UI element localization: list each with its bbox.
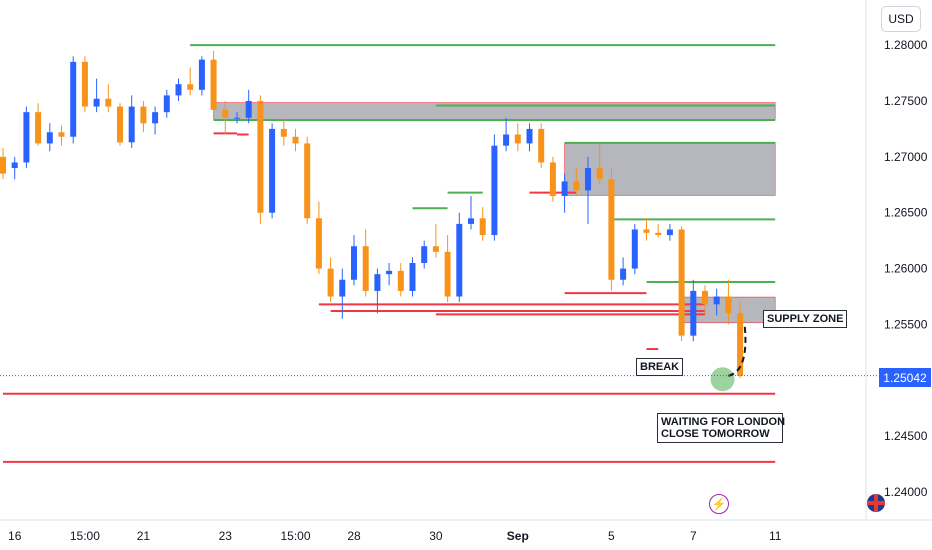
time-tick-label: 30 bbox=[429, 529, 443, 543]
candle-body bbox=[702, 290, 708, 305]
uk-flag-icon[interactable] bbox=[867, 494, 885, 512]
candle-body bbox=[444, 251, 451, 297]
candle-body bbox=[397, 270, 404, 291]
candle-body bbox=[140, 106, 147, 124]
price-axis[interactable]: 1.28000 1.27500 1.27000 1.26500 1.26000 1.255… bbox=[884, 38, 928, 499]
candle-body bbox=[105, 98, 112, 107]
candlestick-series bbox=[0, 50, 744, 379]
candle-body bbox=[163, 95, 170, 113]
candle-body bbox=[210, 59, 217, 110]
candle-body bbox=[549, 162, 556, 196]
candle-body bbox=[11, 162, 18, 169]
candle-body bbox=[280, 128, 287, 137]
candle-body bbox=[386, 270, 393, 275]
price-tick-label: 1.25500 bbox=[884, 317, 928, 331]
time-tick-label: 21 bbox=[137, 529, 151, 543]
price-tick-label: 1.28000 bbox=[884, 38, 928, 52]
price-tick-label: 1.27000 bbox=[884, 150, 928, 164]
candle-body bbox=[526, 128, 533, 144]
candle-body bbox=[315, 218, 322, 269]
candle-body bbox=[70, 61, 77, 137]
candle-body bbox=[725, 296, 732, 314]
chart-annotations bbox=[710, 326, 747, 392]
break-label: BREAK bbox=[636, 358, 684, 376]
price-tick-label: 1.26500 bbox=[884, 206, 928, 220]
currency-button[interactable]: USD bbox=[881, 6, 921, 32]
price-tick-label: 1.24000 bbox=[884, 485, 928, 499]
supply-zone-label: SUPPLY ZONE bbox=[763, 310, 848, 328]
candle-body bbox=[128, 106, 135, 143]
candle-body bbox=[573, 181, 580, 191]
candle-body bbox=[514, 134, 521, 144]
time-tick-label: 11 bbox=[769, 529, 782, 543]
candle-body bbox=[655, 232, 662, 236]
candle-body bbox=[608, 179, 615, 280]
candle-body bbox=[81, 61, 88, 107]
candle-body bbox=[257, 100, 264, 213]
time-tick-label: 28 bbox=[347, 529, 361, 543]
candle-body bbox=[374, 274, 381, 291]
candle-body bbox=[93, 98, 100, 107]
candle-body bbox=[666, 229, 673, 236]
last-price-label: 1.25042 bbox=[879, 368, 931, 387]
candle-body bbox=[643, 229, 650, 233]
candle-body bbox=[35, 112, 42, 144]
candle-body bbox=[117, 106, 123, 143]
time-tick-label: 23 bbox=[219, 529, 233, 543]
time-tick-label: 7 bbox=[690, 529, 697, 543]
candle-body bbox=[58, 132, 65, 137]
time-tick-label: 16 bbox=[8, 529, 22, 543]
candle-body bbox=[456, 223, 463, 297]
candle-body bbox=[292, 136, 299, 144]
candle-body bbox=[503, 134, 510, 146]
time-tick-label: Sep bbox=[507, 529, 529, 543]
horizontal-levels bbox=[3, 44, 776, 463]
candle-body bbox=[0, 156, 6, 174]
candle-body bbox=[561, 181, 568, 196]
time-tick-label: 5 bbox=[608, 529, 615, 543]
candle-body bbox=[479, 218, 486, 236]
candle-body bbox=[222, 109, 229, 118]
candle-body bbox=[713, 296, 720, 305]
candle-body bbox=[468, 218, 474, 224]
candle-body bbox=[631, 229, 638, 269]
target-circle bbox=[710, 367, 735, 392]
candle-body bbox=[339, 279, 346, 297]
price-tick-label: 1.24500 bbox=[884, 429, 928, 443]
candle-body bbox=[234, 117, 240, 119]
time-tick-label: 15:00 bbox=[70, 529, 100, 543]
candle-body bbox=[620, 268, 627, 280]
candle-body bbox=[198, 59, 205, 90]
candle-body bbox=[304, 143, 311, 219]
time-tick-label: 15:00 bbox=[280, 529, 310, 543]
candle-body bbox=[46, 132, 53, 144]
candle-body bbox=[491, 145, 498, 236]
flash-icon[interactable]: ⚡ bbox=[709, 494, 729, 514]
candle-body bbox=[690, 290, 697, 336]
candle-body bbox=[187, 84, 194, 90]
candle-body bbox=[737, 313, 744, 376]
candle-body bbox=[585, 168, 591, 191]
candle-body bbox=[269, 128, 276, 213]
candle-body bbox=[23, 112, 30, 163]
time-axis[interactable]: 16 15:00 21 23 15:00 28 30 Sep 5 7 11 bbox=[8, 529, 782, 543]
candle-body bbox=[245, 100, 252, 118]
waiting-label: WAITING FOR LONDON CLOSE TOMORROW bbox=[657, 413, 785, 443]
candle-body bbox=[362, 246, 369, 291]
candle-body bbox=[432, 246, 439, 252]
candle-body bbox=[152, 112, 159, 124]
candle-body bbox=[596, 168, 603, 180]
candle-body bbox=[538, 128, 545, 163]
candle-body bbox=[175, 84, 182, 96]
projection-path bbox=[728, 326, 747, 377]
candle-body bbox=[421, 246, 428, 263]
candle-body bbox=[351, 246, 357, 280]
supply-zone-rect bbox=[564, 142, 776, 196]
price-tick-label: 1.27500 bbox=[884, 94, 928, 108]
price-tick-label: 1.26000 bbox=[884, 262, 928, 276]
candle-body bbox=[678, 229, 685, 336]
candle-body bbox=[409, 263, 416, 291]
candle-body bbox=[327, 268, 334, 297]
